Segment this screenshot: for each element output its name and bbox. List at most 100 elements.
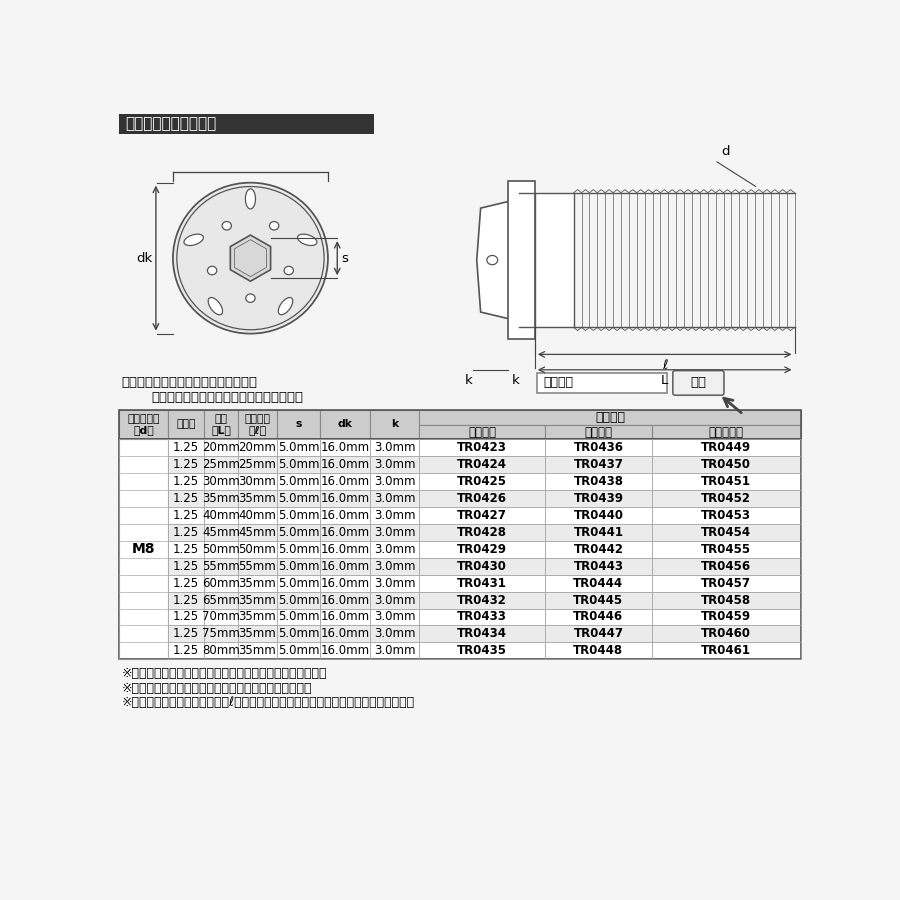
Bar <box>204 490 238 507</box>
Text: TR0450: TR0450 <box>701 458 752 471</box>
Bar <box>652 425 801 439</box>
Text: 1.25: 1.25 <box>173 560 199 572</box>
Text: TR0433: TR0433 <box>457 610 507 624</box>
Bar <box>370 643 419 660</box>
Bar <box>320 410 370 439</box>
Bar <box>277 473 320 490</box>
Bar <box>545 456 652 473</box>
Bar <box>320 524 370 541</box>
Bar <box>204 608 238 626</box>
Text: 16.0mm: 16.0mm <box>320 577 370 590</box>
Text: シルバー: シルバー <box>468 426 496 438</box>
Bar <box>652 507 801 524</box>
Text: 1.25: 1.25 <box>173 441 199 454</box>
Text: d: d <box>721 145 729 158</box>
Bar <box>277 591 320 608</box>
Bar <box>277 541 320 558</box>
Text: ネジの呼び
（d）: ネジの呼び （d） <box>127 414 160 436</box>
Bar <box>277 643 320 660</box>
Bar <box>168 643 204 660</box>
Text: 20mm: 20mm <box>238 441 276 454</box>
Text: TR0427: TR0427 <box>457 508 507 522</box>
Bar <box>238 490 277 507</box>
Polygon shape <box>184 234 203 246</box>
Bar <box>238 541 277 558</box>
Text: 16.0mm: 16.0mm <box>320 508 370 522</box>
Ellipse shape <box>175 184 327 332</box>
Text: 16.0mm: 16.0mm <box>320 610 370 624</box>
Bar <box>545 524 652 541</box>
Text: 16.0mm: 16.0mm <box>320 593 370 607</box>
Text: k: k <box>511 374 519 387</box>
Text: TR0449: TR0449 <box>701 441 752 454</box>
Bar <box>320 626 370 643</box>
Text: dk: dk <box>338 419 353 429</box>
Bar <box>545 439 652 456</box>
Text: 5.0mm: 5.0mm <box>278 508 320 522</box>
Bar <box>119 410 801 439</box>
Bar <box>370 558 419 574</box>
Text: 5.0mm: 5.0mm <box>278 560 320 572</box>
Bar <box>419 574 545 591</box>
Bar <box>320 456 370 473</box>
Bar <box>545 507 652 524</box>
Bar <box>168 574 204 591</box>
Text: TR0459: TR0459 <box>701 610 752 624</box>
Text: 25mm: 25mm <box>202 458 240 471</box>
Text: 5.0mm: 5.0mm <box>278 475 320 488</box>
Text: 35mm: 35mm <box>238 627 276 641</box>
Bar <box>238 643 277 660</box>
Text: 3.0mm: 3.0mm <box>374 560 416 572</box>
Text: 25mm: 25mm <box>238 458 276 471</box>
Text: 検索: 検索 <box>690 376 707 390</box>
Bar <box>370 490 419 507</box>
Text: 5.0mm: 5.0mm <box>278 610 320 624</box>
Ellipse shape <box>208 266 217 274</box>
Bar <box>545 558 652 574</box>
Bar <box>277 574 320 591</box>
Bar <box>204 507 238 524</box>
Bar <box>537 373 668 393</box>
Text: TR0425: TR0425 <box>457 475 508 488</box>
Text: 1.25: 1.25 <box>173 610 199 624</box>
Text: TR0453: TR0453 <box>701 508 752 522</box>
Bar <box>277 490 320 507</box>
Bar <box>545 608 652 626</box>
Text: 16.0mm: 16.0mm <box>320 627 370 641</box>
Text: 30mm: 30mm <box>202 475 240 488</box>
Bar <box>320 439 370 456</box>
Text: 16.0mm: 16.0mm <box>320 441 370 454</box>
Bar <box>652 490 801 507</box>
Text: 1.25: 1.25 <box>173 593 199 607</box>
Bar <box>168 507 204 524</box>
Bar <box>370 456 419 473</box>
Polygon shape <box>230 235 271 281</box>
Bar <box>204 410 238 439</box>
Text: 長さ
（L）: 長さ （L） <box>212 414 231 436</box>
Text: 35mm: 35mm <box>238 644 276 657</box>
Text: 5.0mm: 5.0mm <box>278 458 320 471</box>
Bar <box>238 473 277 490</box>
Bar <box>508 181 535 339</box>
Bar <box>168 591 204 608</box>
Text: ゴールド: ゴールド <box>584 426 612 438</box>
Bar <box>545 591 652 608</box>
Text: 1.25: 1.25 <box>173 508 199 522</box>
Text: TR0436: TR0436 <box>573 441 624 454</box>
Bar <box>419 473 545 490</box>
Text: 35mm: 35mm <box>238 577 276 590</box>
Bar <box>238 439 277 456</box>
Bar <box>238 456 277 473</box>
Bar <box>545 541 652 558</box>
Text: ※記載の重量は平均値です。個体により誤差がございます。: ※記載の重量は平均値です。個体により誤差がございます。 <box>122 667 328 680</box>
Text: ネジ長さ
（ℓ）: ネジ長さ （ℓ） <box>245 414 270 436</box>
Text: 3.0mm: 3.0mm <box>374 543 416 555</box>
Text: TR0446: TR0446 <box>573 610 624 624</box>
Text: TR0428: TR0428 <box>457 526 508 539</box>
Text: TR0432: TR0432 <box>457 593 507 607</box>
Text: 3.0mm: 3.0mm <box>374 577 416 590</box>
Bar <box>652 541 801 558</box>
Text: 1.25: 1.25 <box>173 543 199 555</box>
Bar <box>119 114 374 134</box>
Text: 3.0mm: 3.0mm <box>374 610 416 624</box>
